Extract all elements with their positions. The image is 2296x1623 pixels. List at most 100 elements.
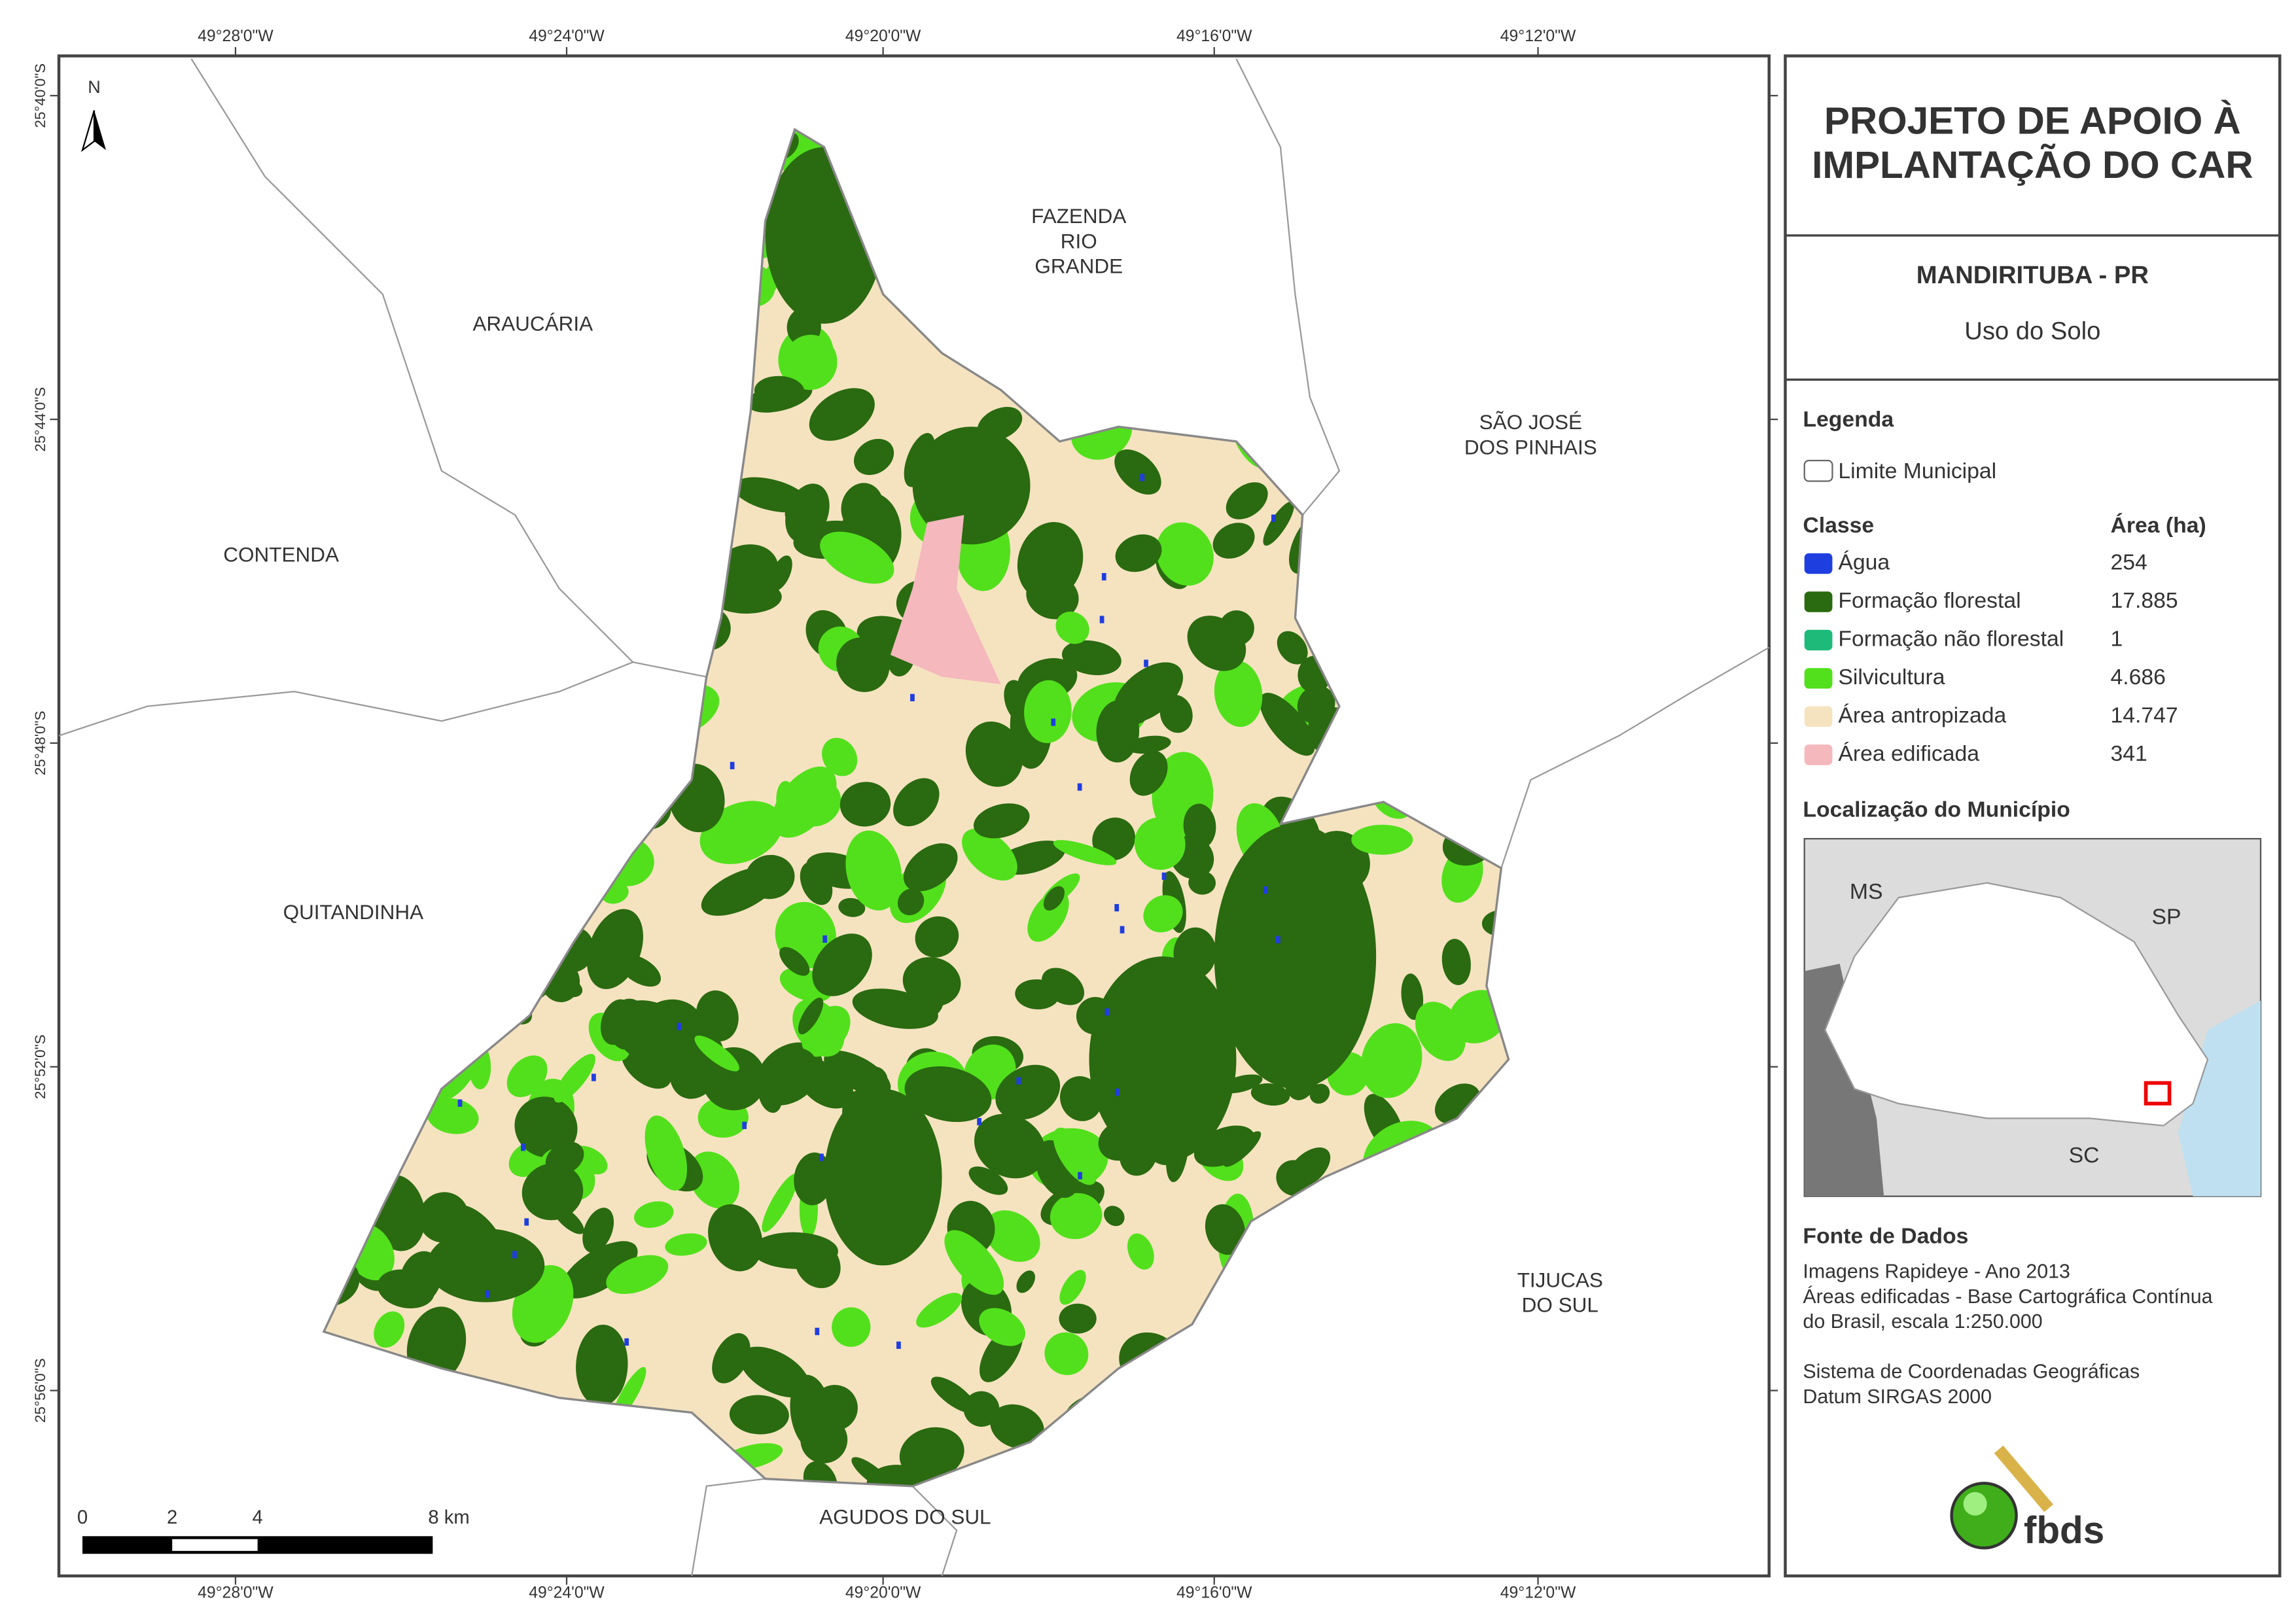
- subtitle: Uso do Solo: [1964, 317, 2100, 345]
- patch: [915, 916, 959, 958]
- water: [1271, 514, 1276, 522]
- water: [822, 935, 828, 943]
- patch: [733, 477, 809, 513]
- patch: [1114, 449, 1161, 495]
- water: [896, 1341, 901, 1349]
- state-label: SP: [2152, 904, 2181, 929]
- patch: [916, 1293, 963, 1328]
- patch: [1059, 1303, 1097, 1334]
- water: [977, 1118, 981, 1126]
- lat-label: 25°44'0"S: [32, 387, 48, 452]
- patch: [1129, 750, 1168, 796]
- patch: [1297, 686, 1335, 724]
- patch: [694, 1035, 739, 1072]
- neighbor-boundaries: [58, 58, 1770, 1577]
- patch: [800, 862, 833, 905]
- water: [592, 1073, 596, 1081]
- class-area: 4.686: [2111, 665, 2166, 689]
- patch: [845, 830, 902, 911]
- patch: [506, 1055, 548, 1098]
- patch: [377, 1269, 435, 1309]
- patch: [521, 1163, 584, 1221]
- patch: [751, 1232, 838, 1269]
- place-label: TIJUCAS: [1517, 1268, 1603, 1291]
- place-label: AGUDOS DO SUL: [819, 1505, 991, 1529]
- class-area: 1: [2111, 626, 2123, 651]
- patch: [1212, 523, 1255, 559]
- lon-label: 49°28'0"W: [198, 27, 274, 45]
- patch: [928, 1080, 958, 1123]
- forest-block: [1214, 824, 1377, 1089]
- water: [1077, 783, 1082, 791]
- location-title: Localização do Município: [1803, 797, 2070, 822]
- patch: [1050, 1193, 1103, 1240]
- patch: [561, 1241, 638, 1299]
- water: [1263, 886, 1268, 894]
- patch: [1401, 973, 1424, 1020]
- lat-label: 25°48'0"S: [32, 711, 48, 776]
- place-label: CONTENDA: [223, 543, 339, 567]
- patch: [1092, 817, 1135, 861]
- patch: [988, 737, 1020, 775]
- class-area: 14.747: [2111, 703, 2178, 727]
- forest-block: [1089, 956, 1237, 1162]
- scale-label: 8 km: [428, 1507, 469, 1528]
- source-title: Fonte de Dados: [1803, 1224, 1968, 1249]
- patch: [1226, 482, 1268, 519]
- scale-label: 4: [253, 1507, 263, 1528]
- north-label: N: [88, 77, 101, 97]
- patch: [1043, 886, 1065, 911]
- place-label: DO SUL: [1522, 1293, 1598, 1317]
- patch: [1214, 660, 1263, 727]
- water: [524, 1218, 529, 1226]
- patch: [899, 1427, 964, 1480]
- forest-block: [912, 427, 1031, 545]
- water: [1099, 616, 1104, 623]
- patch: [576, 1324, 628, 1406]
- source-line: Sistema de Coordenadas Geográficas: [1803, 1361, 2140, 1383]
- patch: [930, 1376, 977, 1414]
- water: [1114, 903, 1120, 912]
- panel: [1784, 54, 2282, 1578]
- class-name: Silvicultura: [1838, 665, 1945, 689]
- class-name: Formação não florestal: [1838, 626, 2064, 651]
- class-swatch: [1804, 553, 1833, 574]
- patch: [854, 438, 894, 476]
- water: [1161, 872, 1167, 881]
- class-swatch: [1804, 668, 1833, 689]
- class-name: Área antropizada: [1838, 703, 2006, 727]
- state-label: MS: [1850, 879, 1883, 904]
- patch: [769, 1047, 817, 1091]
- water: [1104, 1008, 1110, 1016]
- water: [910, 693, 915, 702]
- patch: [701, 866, 779, 916]
- water: [485, 1290, 490, 1298]
- water: [1120, 926, 1125, 934]
- water: [742, 1121, 747, 1129]
- water: [1144, 659, 1148, 667]
- patch: [1127, 1233, 1154, 1270]
- logo: [1950, 1445, 2053, 1550]
- class-swatch: [1804, 629, 1833, 651]
- patch: [514, 1096, 578, 1158]
- area-header: Área (ha): [2111, 513, 2206, 538]
- patch: [864, 1066, 888, 1091]
- patch: [762, 1173, 798, 1232]
- logo-text: fbds: [2024, 1509, 2104, 1552]
- patch: [1104, 1206, 1125, 1227]
- patch: [841, 483, 884, 532]
- patch: [712, 1333, 751, 1384]
- patch: [619, 954, 661, 987]
- patch: [1062, 640, 1122, 676]
- patch: [1276, 1160, 1313, 1196]
- scale-label: 0: [77, 1507, 88, 1528]
- patch: [418, 1192, 469, 1243]
- patch: [634, 1201, 674, 1228]
- patch: [851, 1457, 892, 1486]
- place-label: RIO: [1061, 229, 1097, 253]
- lat-label: 25°40'0"S: [32, 63, 48, 128]
- lon-label: 49°20'0"W: [845, 1584, 921, 1602]
- patch: [1187, 616, 1246, 671]
